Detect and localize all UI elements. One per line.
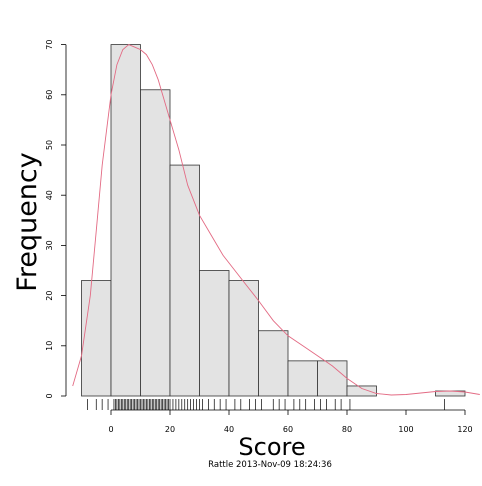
y-tick-label: 10 [45, 341, 54, 351]
histogram-bar [317, 360, 348, 397]
x-tick-label: 80 [342, 425, 352, 434]
y-tick-label: 20 [45, 291, 54, 301]
density-curve [72, 44, 480, 396]
histogram-bar [199, 270, 230, 397]
histogram-bar [258, 330, 289, 397]
x-tick-label: 0 [108, 425, 113, 434]
histogram-bar [81, 280, 112, 397]
histogram-bar [110, 44, 141, 397]
timestamp-footer: Rattle 2013-Nov-09 18:24:36 [208, 460, 332, 470]
y-tick-label: 40 [45, 190, 54, 200]
y-axis-label: Frequency [12, 152, 43, 292]
x-axis-label: Score [238, 433, 305, 461]
rug-plot [87, 399, 445, 410]
x-tick-label: 120 [457, 425, 472, 434]
y-tick-label: 50 [45, 140, 54, 150]
histogram-bar [169, 164, 200, 397]
x-tick-label: 100 [398, 425, 413, 434]
histogram-bar [287, 360, 318, 397]
histogram-bars [81, 44, 466, 397]
histogram-bar [140, 89, 171, 397]
x-tick-label: 20 [165, 425, 175, 434]
y-tick-label: 0 [45, 393, 54, 398]
x-tick-label: 60 [283, 425, 293, 434]
x-axis: 0 20 40 60 80 100 120 [108, 409, 473, 434]
y-tick-label: 60 [45, 90, 54, 100]
histogram-bar [346, 385, 377, 397]
y-tick-label: 30 [45, 240, 54, 250]
x-tick-label: 40 [224, 425, 234, 434]
y-tick-label: 70 [45, 40, 54, 50]
y-axis: 0 10 20 30 40 50 60 70 [45, 40, 67, 399]
histogram-bar [228, 280, 259, 397]
